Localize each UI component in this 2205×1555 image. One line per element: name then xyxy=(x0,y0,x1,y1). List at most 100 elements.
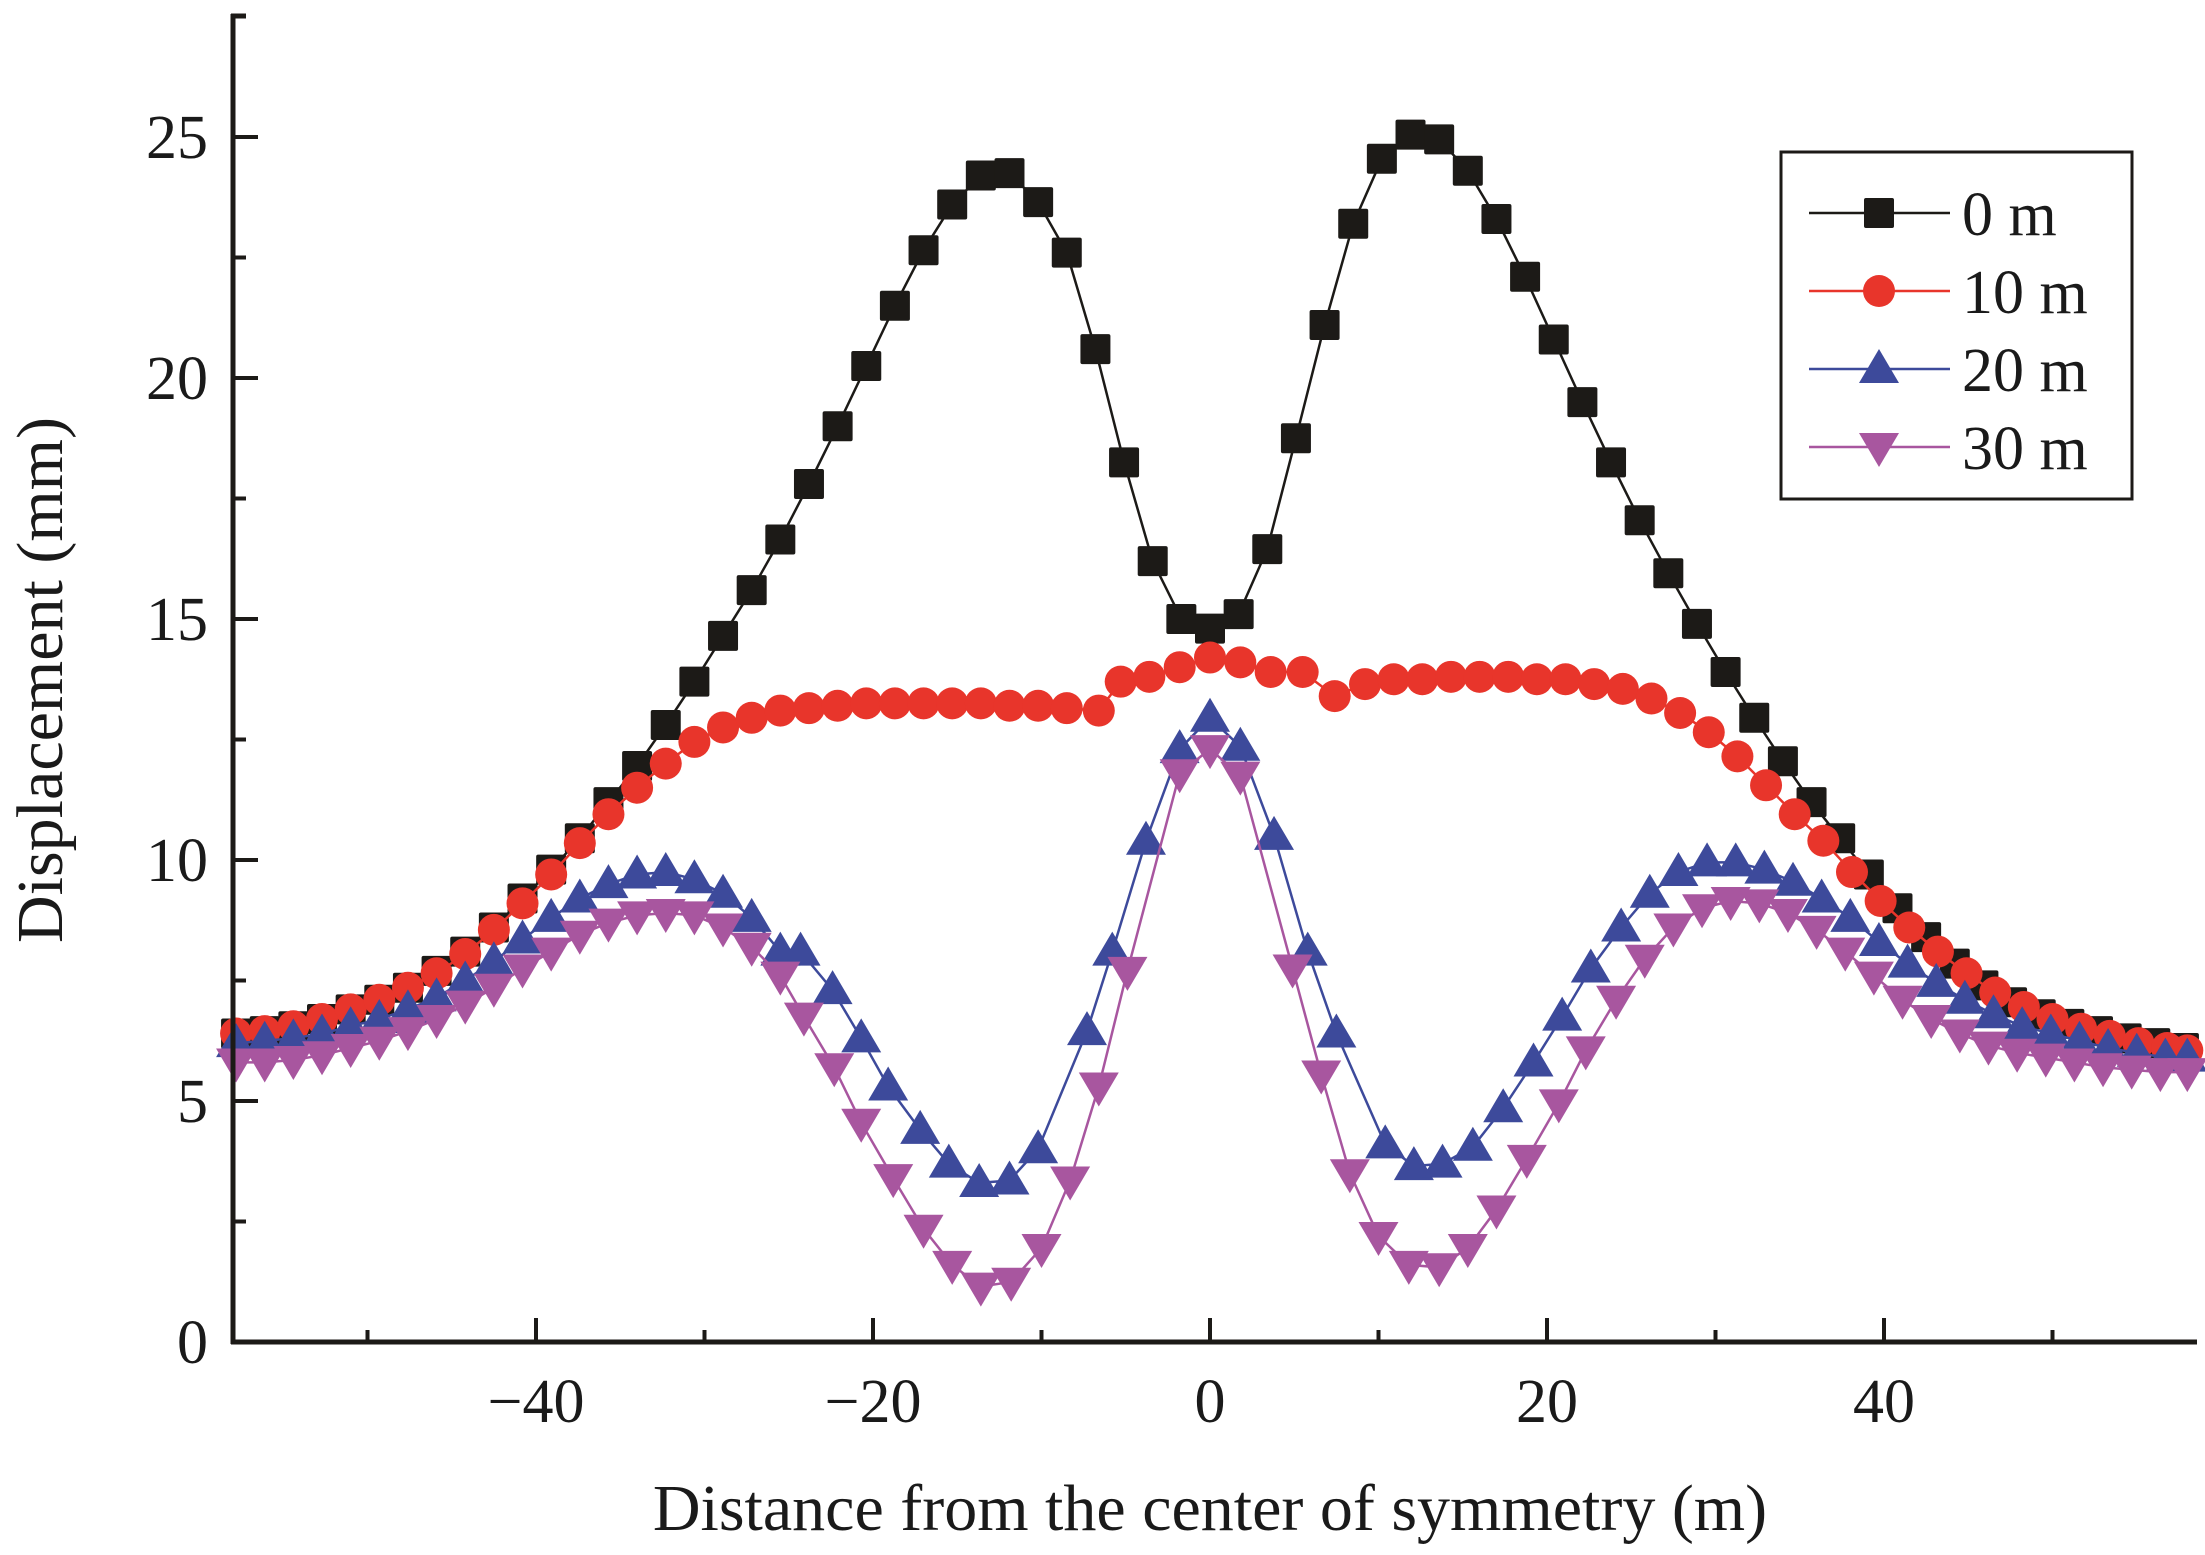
data-point xyxy=(1422,1143,1463,1178)
series-20-m xyxy=(216,697,2205,1197)
data-point xyxy=(2059,1020,2100,1055)
legend-label: 30 m xyxy=(1962,415,2088,483)
data-point xyxy=(1194,641,1226,674)
data-point xyxy=(1166,604,1197,634)
data-point xyxy=(1596,447,1627,478)
data-point xyxy=(1159,729,1200,764)
data-point xyxy=(735,701,768,734)
data-point xyxy=(814,1053,855,1088)
data-point xyxy=(449,937,482,970)
data-point xyxy=(873,1164,914,1199)
data-point xyxy=(1286,656,1319,689)
data-point xyxy=(1882,985,1923,1020)
data-point xyxy=(1710,886,1751,921)
data-point xyxy=(793,469,824,500)
x-tick-label: −20 xyxy=(825,1368,922,1436)
data-point xyxy=(1224,646,1257,679)
data-point xyxy=(650,710,681,741)
data-point xyxy=(1329,1159,1370,1194)
legend-marker xyxy=(1864,198,1894,228)
data-point xyxy=(679,666,710,697)
legend: 0 m 10 m 20 m 30 m xyxy=(1779,150,2134,501)
data-point xyxy=(1835,856,1868,889)
data-point xyxy=(1887,943,1928,978)
data-point xyxy=(1365,1124,1406,1159)
data-point xyxy=(1864,884,1897,917)
data-point xyxy=(1520,663,1553,696)
data-point xyxy=(1624,505,1655,536)
data-point xyxy=(1220,726,1261,761)
legend-label: 20 m xyxy=(1962,337,2088,405)
data-point xyxy=(964,687,997,720)
legend-entry: 20 m xyxy=(1809,337,2088,405)
data-point xyxy=(1767,899,1808,934)
data-point xyxy=(703,913,744,948)
legend-marker xyxy=(1863,275,1895,307)
data-point xyxy=(1721,740,1754,773)
data-point xyxy=(1050,692,1083,725)
data-point xyxy=(1358,1221,1399,1256)
data-point xyxy=(416,977,457,1012)
data-point xyxy=(1710,657,1741,688)
data-point xyxy=(387,1017,428,1052)
data-point xyxy=(1080,334,1111,365)
data-point xyxy=(1349,668,1382,701)
data-point xyxy=(1692,716,1725,749)
data-point xyxy=(1104,665,1137,698)
data-point xyxy=(473,973,514,1008)
data-point xyxy=(1570,948,1611,983)
data-point xyxy=(621,771,654,804)
data-point xyxy=(993,689,1026,722)
data-point xyxy=(1309,309,1340,340)
data-point xyxy=(2083,1053,2124,1088)
data-point xyxy=(812,970,853,1005)
data-point xyxy=(273,1046,314,1081)
data-point xyxy=(617,854,658,889)
data-point xyxy=(1916,962,1957,997)
data-point xyxy=(928,1143,969,1178)
data-point xyxy=(1513,1042,1554,1077)
data-point xyxy=(991,1267,1032,1302)
data-point xyxy=(1715,842,1756,877)
data-point xyxy=(588,864,629,899)
data-point xyxy=(780,931,821,966)
data-point xyxy=(903,1214,944,1249)
data-point xyxy=(1567,387,1598,418)
data-point xyxy=(531,897,572,932)
series-30-m xyxy=(216,735,2205,1307)
data-point xyxy=(1338,208,1369,239)
data-point xyxy=(302,1041,343,1076)
data-point xyxy=(477,913,510,946)
data-point xyxy=(1318,680,1351,713)
data-point xyxy=(1366,143,1397,174)
data-point xyxy=(592,798,625,831)
legend-marker xyxy=(1859,349,1899,383)
data-point xyxy=(1739,702,1770,733)
data-point xyxy=(1973,994,2014,1029)
data-point xyxy=(760,961,801,996)
data-point xyxy=(359,1026,400,1061)
data-point xyxy=(416,1005,457,1040)
data-point xyxy=(1190,697,1230,732)
data-point xyxy=(1578,668,1611,701)
data-point xyxy=(1434,660,1467,693)
data-point xyxy=(1682,894,1723,929)
data-point xyxy=(445,960,486,995)
y-tick-label: 25 xyxy=(146,104,208,172)
data-point xyxy=(965,160,996,191)
data-point xyxy=(1133,660,1166,693)
data-point xyxy=(1778,798,1811,831)
data-point xyxy=(2002,1006,2043,1041)
data-point xyxy=(783,1002,824,1037)
data-point xyxy=(1739,889,1780,924)
data-point xyxy=(1476,1195,1517,1230)
data-point xyxy=(1078,1072,1119,1107)
data-point xyxy=(531,937,572,972)
data-point xyxy=(1252,534,1283,565)
data-point xyxy=(502,919,543,954)
data-point xyxy=(708,620,739,651)
data-point xyxy=(1506,1144,1547,1179)
data-point xyxy=(1051,237,1082,268)
data-point xyxy=(1830,897,1871,932)
data-point xyxy=(1190,735,1230,770)
